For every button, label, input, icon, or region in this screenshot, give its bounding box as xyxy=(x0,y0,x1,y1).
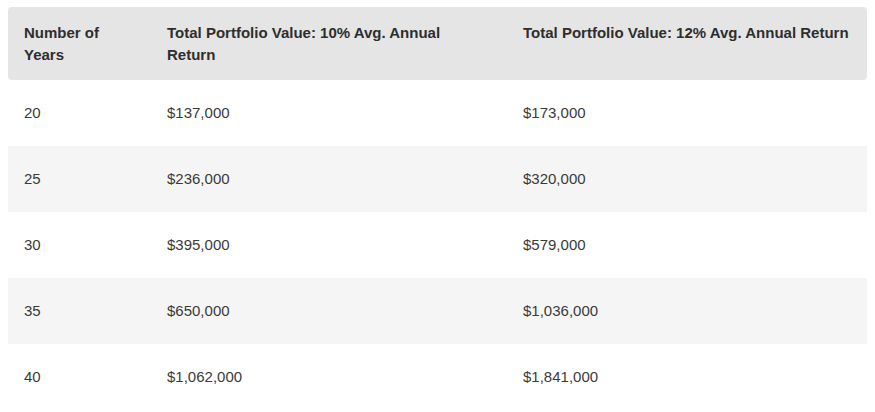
page: Number of Years Total Portfolio Value: 1… xyxy=(0,0,875,412)
table-row: 30 $395,000 $579,000 xyxy=(8,212,867,278)
header-value-12pct: Total Portfolio Value: 12% Avg. Annual R… xyxy=(507,22,867,44)
value-12pct-cell: $1,036,000 xyxy=(507,301,867,321)
value-10pct-cell: $236,000 xyxy=(151,169,507,189)
table-row: 35 $650,000 $1,036,000 xyxy=(8,278,867,344)
years-cell: 25 xyxy=(8,169,151,189)
header-value-10pct: Total Portfolio Value: 10% Avg. Annual R… xyxy=(151,22,507,66)
value-12pct-cell: $579,000 xyxy=(507,235,867,255)
table-body: 20 $137,000 $173,000 25 $236,000 $320,00… xyxy=(8,80,867,410)
portfolio-value-table: Number of Years Total Portfolio Value: 1… xyxy=(8,7,867,410)
years-cell: 40 xyxy=(8,367,151,387)
value-12pct-cell: $320,000 xyxy=(507,169,867,189)
years-cell: 30 xyxy=(8,235,151,255)
table-row: 20 $137,000 $173,000 xyxy=(8,80,867,146)
value-10pct-cell: $137,000 xyxy=(151,103,507,123)
table-row: 40 $1,062,000 $1,841,000 xyxy=(8,344,867,410)
table-row: 25 $236,000 $320,000 xyxy=(8,146,867,212)
value-10pct-cell: $395,000 xyxy=(151,235,507,255)
years-cell: 35 xyxy=(8,301,151,321)
value-12pct-cell: $1,841,000 xyxy=(507,367,867,387)
years-cell: 20 xyxy=(8,103,151,123)
header-number-of-years: Number of Years xyxy=(8,22,151,66)
value-10pct-cell: $1,062,000 xyxy=(151,367,507,387)
table-header-row: Number of Years Total Portfolio Value: 1… xyxy=(8,7,867,80)
value-12pct-cell: $173,000 xyxy=(507,103,867,123)
value-10pct-cell: $650,000 xyxy=(151,301,507,321)
